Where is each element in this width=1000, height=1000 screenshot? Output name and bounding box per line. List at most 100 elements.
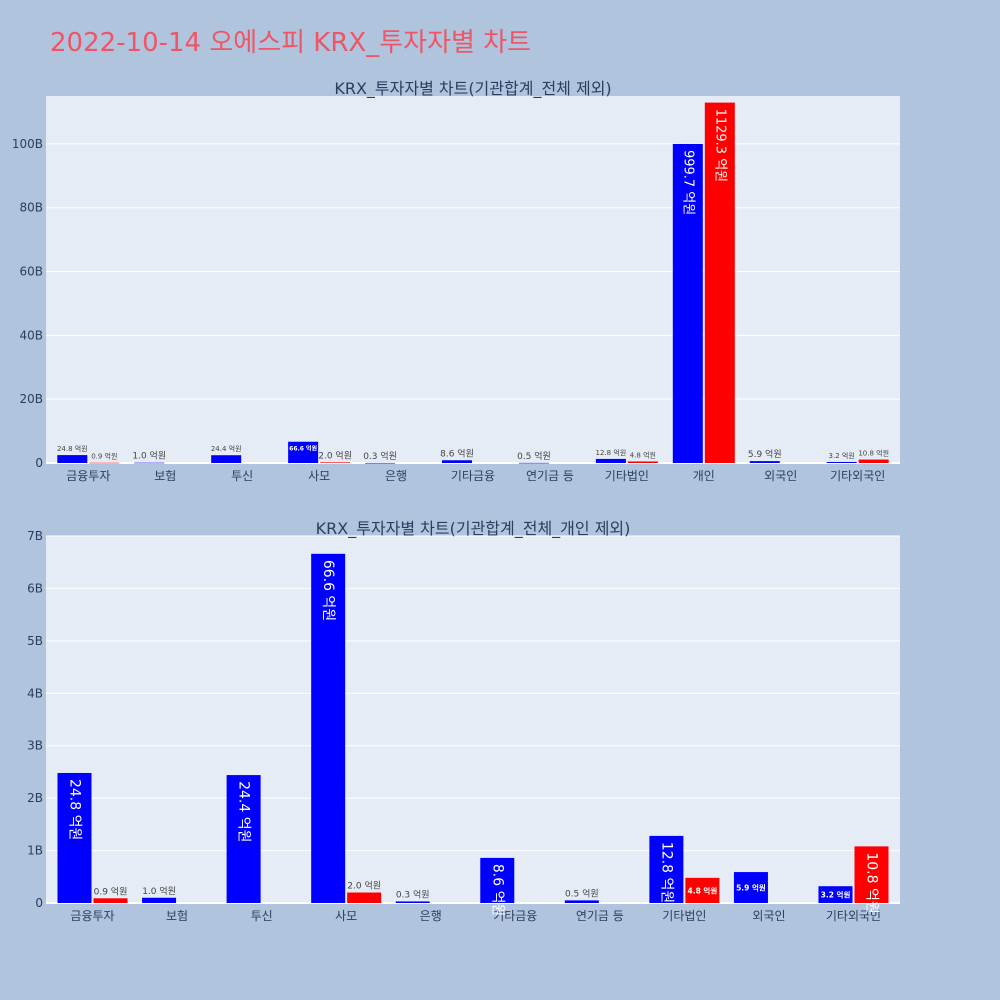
y-tick-label: 7B: [27, 529, 43, 543]
bar-sell: [649, 835, 684, 903]
data-label: 5.9 억원: [736, 883, 766, 893]
bar-buy: [854, 846, 889, 903]
x-tick-label: 보험: [154, 469, 176, 483]
x-tick-label: 기타법인: [605, 469, 649, 483]
y-tick-label: 80B: [19, 201, 43, 215]
data-label: 66.6 억원: [289, 445, 317, 453]
x-tick-label: 은행: [385, 468, 407, 483]
y-tick-label: 2B: [27, 791, 43, 805]
chart-title: KRX_투자자별 차트(기관합계_전체_개인 제외): [316, 519, 631, 539]
data-label: 0.3 억원: [396, 888, 430, 900]
data-label: 0.3 억원: [363, 450, 397, 462]
plot-area: [46, 96, 900, 463]
y-tick-label: 5B: [27, 634, 43, 648]
x-tick-label: 연기금 등: [526, 469, 574, 483]
y-tick-label: 20B: [19, 392, 43, 406]
data-label: 24.4 억원: [211, 444, 242, 453]
chart-title: KRX_투자자별 차트(기관합계_전체 제외): [334, 79, 611, 99]
y-tick-label: 100B: [12, 137, 43, 151]
bar-sell: [226, 775, 261, 903]
x-tick-label: 기타금융: [451, 469, 495, 483]
x-tick-label: 금융투자: [66, 469, 110, 483]
data-label: 1.0 억원: [132, 450, 166, 462]
x-tick-label: 사모: [308, 469, 330, 483]
bar-sell: [365, 462, 396, 464]
bar-buy: [858, 459, 889, 463]
x-tick-label: 기타금융: [493, 909, 537, 923]
bar-sell: [57, 772, 92, 903]
data-label: 0.9 억원: [91, 452, 117, 461]
y-tick-label: 40B: [19, 328, 43, 342]
bar-sell: [134, 462, 165, 464]
bar-sell: [672, 143, 703, 463]
bar-sell: [826, 461, 857, 463]
plot-area: [46, 536, 900, 903]
bar-sell: [518, 462, 549, 464]
x-tick-label: 외국인: [764, 469, 797, 483]
bar-sell: [480, 857, 515, 903]
data-label: 10.8 억원: [863, 852, 879, 913]
data-label: 12.8 억원: [658, 842, 674, 903]
x-tick-label: 기타외국인: [830, 469, 885, 483]
y-tick-label: 6B: [27, 581, 43, 595]
y-tick-label: 1B: [27, 844, 43, 858]
bar-sell: [211, 455, 242, 463]
data-label: 10.8 억원: [858, 449, 889, 458]
data-label: 1.0 억원: [142, 885, 176, 897]
bar-buy: [627, 461, 658, 463]
data-label: 0.5 억원: [565, 887, 599, 899]
bar-buy: [89, 462, 120, 464]
data-label: 24.4 억원: [236, 781, 252, 842]
bar-buy: [320, 462, 351, 463]
bottom-chart: 0 1B 2B 3B 4B 5B 6B 7B KRX_투자자별 차트(기관합계_전체_개인 제외…: [27, 519, 900, 923]
x-tick-label: 외국인: [752, 909, 785, 923]
data-label: 3.2 억원: [829, 451, 855, 460]
data-label: 2.0 억원: [318, 449, 352, 461]
x-tick-label: 은행: [420, 908, 442, 923]
bar-sell: [595, 458, 626, 463]
data-label: 3.2 억원: [821, 890, 851, 900]
top-chart: 0 20B 40B 60B 80B 100B KRX_투자자별 차트(기관합계_전체 제외)…: [12, 79, 900, 483]
x-tick-label: 기타법인: [662, 909, 706, 923]
y-tick-label: 3B: [27, 739, 43, 753]
y-tick-label: 60B: [19, 265, 43, 279]
bar-sell: [288, 441, 319, 463]
data-label: 66.6 억원: [320, 560, 336, 621]
bar-buy: [704, 102, 735, 463]
bar-sell: [564, 900, 599, 903]
x-tick-label: 개인: [693, 469, 715, 483]
data-label: 24.8 억원: [57, 444, 88, 453]
data-label: 4.8 억원: [630, 450, 656, 459]
data-label: 12.8 억원: [596, 448, 627, 457]
bar-sell: [442, 460, 472, 463]
data-label: 8.6 억원: [440, 447, 474, 459]
data-label: 4.8 억원: [688, 885, 718, 895]
y-tick-label: 0: [35, 896, 43, 910]
data-label: 5.9 억원: [748, 448, 782, 460]
x-tick-label: 투신: [251, 909, 273, 923]
data-label: 0.9 억원: [94, 885, 128, 897]
x-tick-label: 금융투자: [70, 909, 114, 923]
x-tick-label: 기타외국인: [826, 909, 881, 923]
bar-sell: [395, 901, 430, 903]
bar-sell: [311, 553, 346, 903]
x-tick-label: 사모: [335, 909, 357, 923]
bar-buy: [685, 877, 720, 903]
data-label: 24.8 억원: [67, 779, 83, 840]
bar-buy: [347, 892, 382, 903]
x-tick-label: 보험: [166, 909, 188, 923]
bar-sell: [57, 455, 88, 463]
data-label: 2.0 억원: [347, 880, 381, 892]
x-tick-label: 연기금 등: [576, 909, 624, 923]
bar-sell: [749, 461, 780, 463]
y-tick-label: 4B: [27, 686, 43, 700]
page-title: 2022-10-14 오에스피 KRX_투자자별 차트: [50, 28, 532, 58]
bar-sell: [818, 886, 853, 903]
data-label: 8.6 억원: [489, 864, 505, 916]
bar-buy: [93, 898, 128, 903]
bar-sell: [142, 897, 177, 903]
bar-sell: [733, 872, 768, 903]
data-label: 999.7 억원: [680, 150, 695, 215]
x-tick-label: 투신: [231, 469, 253, 483]
